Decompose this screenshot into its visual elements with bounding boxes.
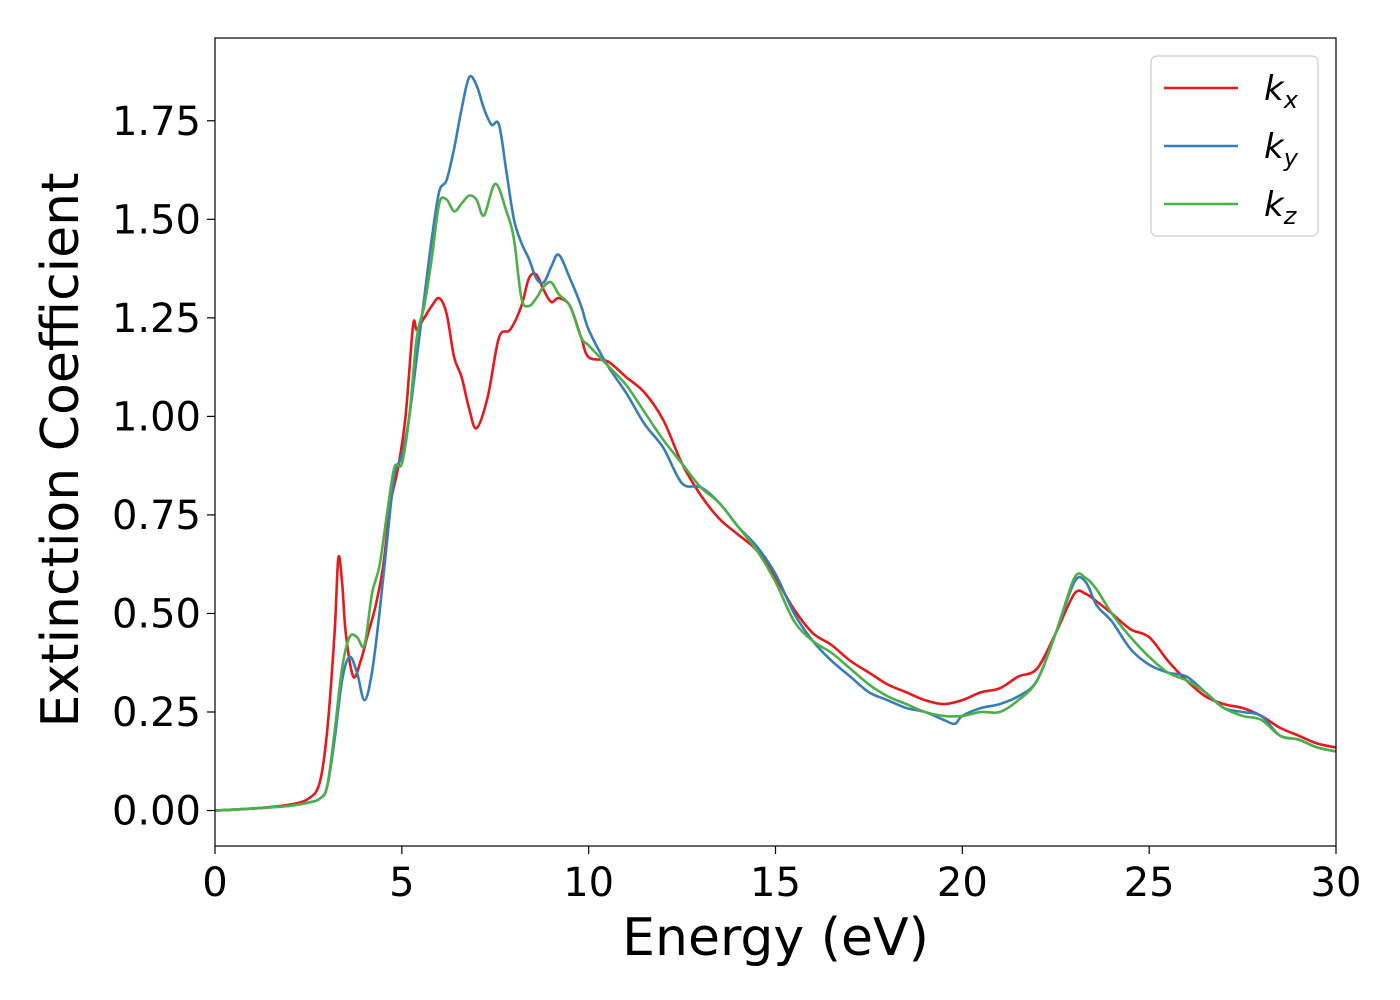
y-tick-label: 0.50	[112, 591, 201, 637]
legend-label-ky: ky	[1264, 127, 1299, 172]
x-axis-title: Energy (eV)	[622, 908, 929, 968]
x-axis: 0 5 10 15 20 25 30	[202, 846, 1361, 906]
x-tick-label: 10	[563, 860, 614, 906]
y-tick-label: 1.25	[112, 296, 201, 342]
x-tick-label: 5	[389, 860, 414, 906]
y-tick-label: 1.50	[112, 197, 201, 243]
y-axis: 0.00 0.25 0.50 0.75 1.00 1.25 1.50 1.75	[112, 99, 215, 835]
x-tick-label: 25	[1124, 860, 1175, 906]
legend-label-kz: kz	[1264, 185, 1298, 230]
series-line-kz	[215, 182, 1336, 812]
series-layer	[215, 74, 1336, 812]
y-tick-label: 1.00	[112, 394, 201, 440]
y-tick-label: 1.75	[112, 99, 201, 145]
x-tick-label: 15	[750, 860, 801, 906]
x-tick-label: 30	[1311, 860, 1362, 906]
y-tick-label: 0.00	[112, 789, 201, 835]
legend-label-kx: kx	[1264, 69, 1299, 114]
y-axis-title: Extinction Coefficient	[31, 173, 91, 728]
y-tick-label: 0.25	[112, 690, 201, 736]
y-tick-label: 0.75	[112, 493, 201, 539]
x-tick-label: 0	[202, 860, 227, 906]
legend: kx ky kz	[1150, 55, 1319, 237]
x-tick-label: 20	[937, 860, 988, 906]
series-line-ky	[215, 74, 1336, 812]
